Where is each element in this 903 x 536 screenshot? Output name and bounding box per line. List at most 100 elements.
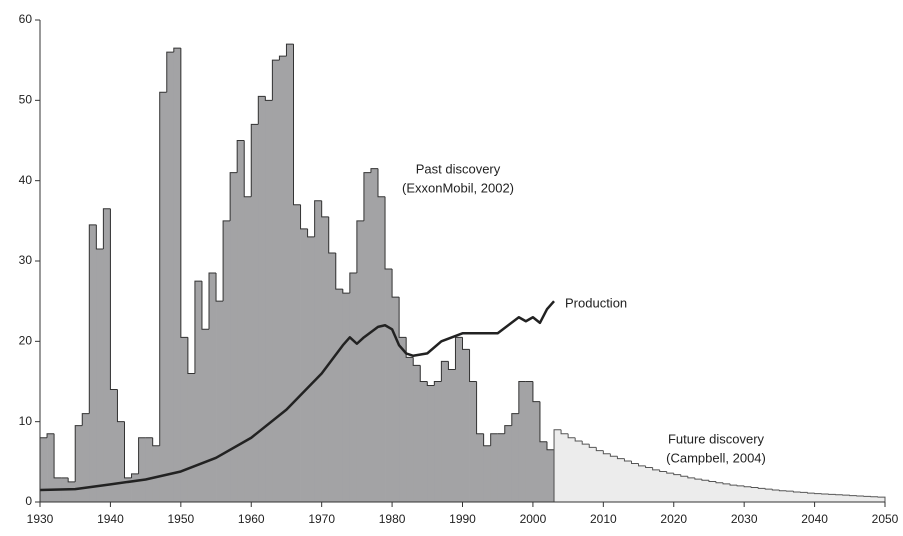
step-edge	[202, 281, 209, 329]
step-edge	[632, 461, 639, 463]
bar	[209, 273, 216, 502]
annotation: (Campbell, 2004)	[666, 450, 766, 465]
bar	[146, 438, 153, 502]
step-edge	[427, 382, 434, 386]
bar	[223, 221, 230, 502]
step-edge	[744, 486, 751, 487]
bar	[737, 486, 744, 502]
bar	[843, 495, 850, 502]
bar	[448, 369, 455, 502]
bar	[836, 495, 843, 502]
step-edge	[575, 438, 582, 441]
bar	[167, 52, 174, 502]
step-edge	[702, 479, 709, 480]
bar	[195, 281, 202, 502]
step-edge	[646, 466, 653, 468]
bar	[40, 438, 47, 502]
step-edge	[68, 478, 75, 482]
annotation: Past discovery	[416, 161, 501, 176]
bar	[751, 488, 758, 502]
bar	[251, 124, 258, 502]
bar	[575, 441, 582, 502]
bar	[463, 349, 470, 502]
step-edge	[589, 444, 596, 447]
step-edge	[343, 289, 350, 293]
step-edge	[294, 44, 301, 205]
x-tick-label: 1960	[238, 512, 265, 526]
bar	[568, 438, 575, 502]
bar	[75, 426, 82, 502]
bar	[103, 209, 110, 502]
bar	[343, 293, 350, 502]
y-tick-label: 50	[19, 93, 33, 107]
step-edge	[181, 48, 188, 337]
step-edge	[244, 141, 251, 197]
bar	[681, 476, 688, 502]
bar	[294, 205, 301, 502]
bar	[117, 422, 124, 502]
step-edge	[110, 209, 117, 390]
x-tick-label: 2030	[731, 512, 758, 526]
step-edge	[681, 475, 688, 477]
step-edge	[793, 491, 800, 492]
bar	[413, 365, 420, 502]
bar	[188, 373, 195, 502]
step-edge	[695, 478, 702, 479]
bar	[793, 492, 800, 502]
bar	[815, 494, 822, 502]
x-tick-label: 1950	[167, 512, 194, 526]
bar	[589, 447, 596, 502]
bar	[455, 337, 462, 502]
bar	[512, 414, 519, 502]
bar	[350, 273, 357, 502]
bar	[519, 382, 526, 503]
bar	[786, 491, 793, 502]
y-tick-label: 0	[25, 494, 32, 508]
y-tick-label: 20	[19, 334, 33, 348]
bar	[301, 229, 308, 502]
bar	[139, 438, 146, 502]
step-edge	[153, 438, 160, 446]
bar	[244, 197, 251, 502]
y-tick-label: 60	[19, 12, 33, 26]
step-edge	[216, 273, 223, 301]
bar	[202, 329, 209, 502]
bar	[561, 434, 568, 502]
step-edge	[723, 483, 730, 484]
bar	[632, 463, 639, 502]
bar	[315, 201, 322, 502]
step-edge	[378, 169, 385, 197]
step-edge	[758, 488, 765, 489]
step-edge	[568, 434, 575, 438]
x-tick-label: 1990	[449, 512, 476, 526]
annotation: (ExxonMobil, 2002)	[402, 180, 514, 195]
y-tick-label: 10	[19, 414, 33, 428]
bar	[695, 479, 702, 502]
step-edge	[265, 96, 272, 100]
bar	[723, 484, 730, 502]
bar	[399, 337, 406, 502]
bar	[132, 474, 139, 502]
bar	[378, 197, 385, 502]
bar	[582, 444, 589, 502]
bar	[477, 434, 484, 502]
step-edge	[96, 225, 103, 249]
step-edge	[117, 390, 124, 422]
step-edge	[322, 201, 329, 217]
step-edge	[484, 434, 491, 446]
step-edge	[188, 337, 195, 373]
bar	[674, 475, 681, 502]
step-edge	[533, 382, 540, 402]
bar	[801, 492, 808, 502]
step-edge	[765, 488, 772, 489]
bar	[286, 44, 293, 502]
step-edge	[737, 485, 744, 486]
bar	[653, 470, 660, 502]
bar	[808, 493, 815, 502]
step-edge	[463, 337, 470, 349]
bar	[829, 494, 836, 502]
x-tick-label: 1930	[27, 512, 54, 526]
step-edge	[639, 463, 646, 465]
bar	[709, 482, 716, 502]
